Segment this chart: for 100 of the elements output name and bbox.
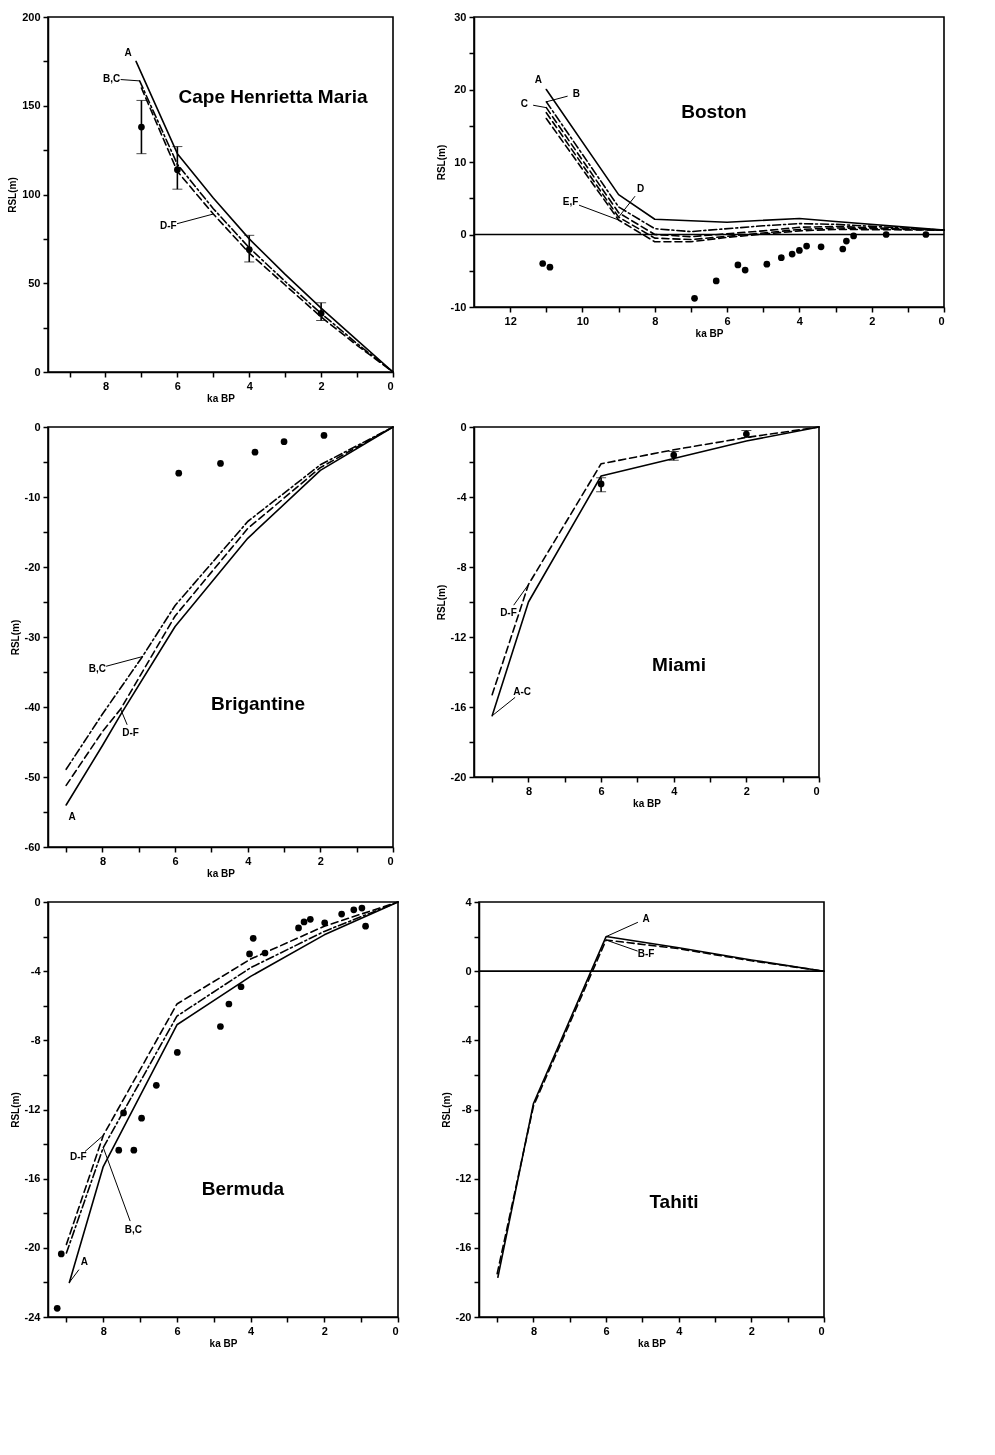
y-tick-label: 0: [465, 964, 472, 977]
y-tick-label: -12: [455, 1172, 472, 1185]
x-tick-label: 2: [318, 379, 325, 392]
x-tick-label: 0: [818, 1324, 825, 1337]
x-tick-label: 6: [174, 379, 181, 392]
x-tick-label: 8: [99, 854, 107, 867]
x-tick-label: 4: [676, 1324, 684, 1337]
x-tick-label: 6: [174, 1324, 181, 1337]
x-tick-label: 4: [796, 314, 804, 327]
y-tick-label: -20: [24, 1241, 41, 1254]
x-axis-title: ka BP: [633, 797, 662, 809]
y-tick-label: -16: [450, 700, 467, 713]
y-tick-label: -4: [461, 1033, 473, 1046]
annotation: A: [68, 811, 76, 822]
x-tick-label: 2: [869, 314, 876, 327]
annotation: C: [520, 97, 528, 109]
annotation: D-F: [69, 1151, 87, 1163]
text: Boston: [681, 101, 747, 122]
x-tick-label: 8: [102, 379, 110, 392]
y-axis-title: RSL(m): [435, 584, 447, 621]
y-tick-label: -8: [30, 1033, 41, 1046]
annotation: E,F: [562, 196, 579, 207]
y-tick-label: -50: [24, 770, 41, 783]
y-tick-label: 30: [454, 10, 467, 23]
x-tick-label: 6: [172, 854, 179, 867]
y-tick-label: 150: [22, 99, 41, 112]
y-tick-label: 0: [460, 420, 467, 433]
x-tick-label: 2: [748, 1324, 755, 1337]
x-tick-label: 6: [603, 1324, 610, 1337]
text: Miami: [652, 654, 706, 675]
y-tick-label: -8: [456, 560, 467, 573]
y-tick-label: -10: [24, 490, 41, 503]
annotation: A-C: [513, 685, 532, 697]
x-tick-label: 4: [671, 784, 679, 797]
y-tick-label: -40: [24, 700, 41, 713]
x-tick-label: 8: [652, 314, 659, 327]
x-tick-label: 8: [100, 1324, 107, 1337]
annotation: B,C: [103, 72, 121, 84]
x-tick-label: 4: [246, 379, 254, 392]
annotation: A: [124, 47, 132, 59]
annotation: D-F: [500, 606, 517, 618]
y-tick-label: -60: [24, 840, 41, 853]
y-tick-label: 200: [22, 10, 41, 23]
annotation: D: [637, 183, 645, 195]
x-axis-title: ka BP: [207, 392, 236, 404]
y-axis-title: RSL(m): [435, 144, 447, 181]
y-tick-label: -16: [24, 1172, 41, 1185]
annotation: D-F: [122, 727, 139, 739]
y-tick-label: 50: [28, 276, 41, 289]
y-tick-label: 0: [34, 420, 41, 433]
y-axis-title: RSL(m): [440, 1092, 452, 1128]
y-tick-label: -10: [450, 300, 467, 313]
x-axis-title: ka BP: [207, 867, 236, 879]
x-tick-label: 2: [317, 854, 324, 867]
x-tick-label: 0: [392, 1324, 399, 1337]
x-tick-label: 6: [724, 314, 731, 327]
y-tick-label: -4: [456, 490, 468, 503]
y-tick-label: -20: [455, 1310, 472, 1323]
x-tick-label: 0: [938, 314, 945, 327]
text: Cape Henrietta Maria: [178, 86, 368, 107]
y-axis-title: RSL(m): [9, 1092, 21, 1128]
y-tick-label: -20: [24, 560, 41, 573]
text: Tahiti: [649, 1191, 699, 1212]
y-tick-label: -16: [455, 1241, 472, 1254]
annotation: A: [642, 912, 650, 924]
x-tick-label: 8: [530, 1324, 538, 1337]
annotation: B: [572, 87, 580, 99]
x-axis-title: ka BP: [638, 1337, 667, 1349]
annotation: A: [534, 73, 542, 85]
y-tick-label: -4: [30, 964, 42, 977]
annotation: B-F: [637, 948, 655, 960]
x-tick-label: 2: [743, 784, 750, 797]
annotation: D-F: [159, 220, 177, 232]
x-tick-label: 10: [576, 314, 590, 327]
y-tick-label: 20: [454, 83, 467, 95]
x-tick-label: 8: [525, 784, 533, 797]
x-tick-label: 0: [813, 784, 820, 797]
y-axis-title: RSL(m): [7, 177, 19, 213]
annotation: B,C: [88, 662, 107, 674]
annotation: A: [80, 1256, 88, 1268]
x-tick-label: 2: [321, 1324, 328, 1337]
y-tick-label: 4: [465, 895, 473, 908]
y-tick-label: -12: [24, 1103, 41, 1115]
y-tick-label: -12: [450, 630, 467, 643]
annotation: B,C: [124, 1223, 142, 1235]
x-tick-label: 0: [387, 379, 394, 392]
x-axis-title: ka BP: [695, 327, 724, 339]
y-tick-label: 10: [454, 155, 467, 168]
y-tick-label: 0: [34, 895, 41, 908]
x-tick-label: 6: [598, 784, 605, 797]
y-tick-label: -24: [24, 1310, 42, 1323]
y-tick-label: -30: [24, 630, 41, 643]
y-tick-label: 0: [460, 228, 467, 240]
x-tick-label: 4: [245, 854, 253, 867]
x-tick-label: 4: [248, 1324, 256, 1337]
y-tick-label: -8: [461, 1103, 472, 1115]
x-tick-label: 12: [504, 314, 517, 327]
y-tick-label: 100: [22, 188, 41, 200]
x-tick-label: 0: [387, 854, 394, 867]
y-tick-label: -20: [450, 770, 467, 783]
